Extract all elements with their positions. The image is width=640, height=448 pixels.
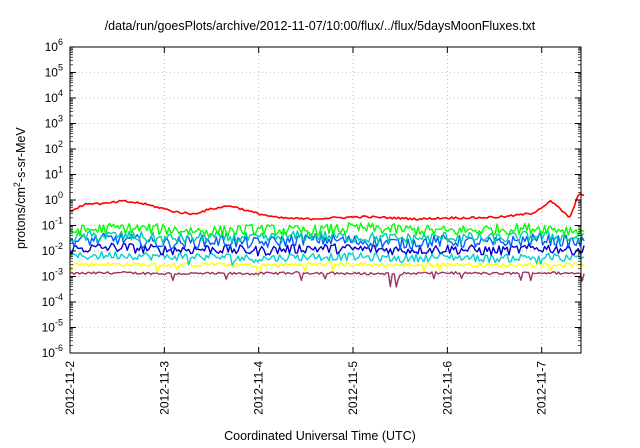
y-tick-labels: 10-6 10-5 10-4 10-3 10-2 10-1 100 101 102 103 104 1… (42, 37, 63, 360)
x-tick-label: 2012-11-5 (346, 361, 360, 415)
y-tick-label: 106 (45, 37, 63, 54)
y-tick-label: 10-5 (42, 318, 63, 335)
y-tick-label: 10-6 (42, 343, 63, 360)
y-tick-label: 105 (45, 63, 63, 80)
y-tick-label: 101 (45, 165, 63, 182)
plot-frame (69, 46, 582, 354)
flux-series-line (69, 230, 585, 245)
grid (69, 46, 581, 354)
flux-series-line (69, 261, 585, 273)
y-tick-label: 102 (45, 139, 63, 156)
y-tick-label: 10-2 (42, 241, 63, 258)
chart-title: /data/run/goesPlots/archive/2012-11-07/1… (104, 19, 536, 33)
x-tick-label: 2012-11-3 (157, 361, 171, 415)
x-tick-label: 2012-11-7 (535, 361, 549, 415)
x-axis-label: Coordinated Universal Time (UTC) (224, 429, 416, 443)
plot-border (69, 46, 582, 354)
y-tick-label: 10-1 (42, 216, 63, 233)
y-tick-label: 104 (45, 88, 63, 105)
x-tick-label: 2012-11-6 (440, 361, 454, 415)
flux-series-line (69, 271, 585, 288)
y-axis-label: protons/cm2-s-sr-MeV (11, 127, 29, 249)
flux-series-line (69, 242, 585, 257)
y-tick-label: 103 (45, 114, 63, 131)
series-group (69, 193, 585, 288)
flux-series-line (69, 222, 585, 238)
y-axis-label-wrap: protons/cm2-s-sr-MeV (10, 90, 30, 290)
x-tick-labels: 2012-11-2 2012-11-3 2012-11-4 2012-11-5 2012… (63, 361, 549, 415)
x-tick-label: 2012-11-4 (252, 361, 266, 415)
y-tick-label: 10-3 (42, 267, 63, 284)
y-tick-label: 100 (45, 190, 63, 207)
x-tick-label: 2012-11-2 (63, 361, 77, 415)
flux-series-line (69, 193, 585, 221)
y-tick-label: 10-4 (42, 292, 63, 309)
flux-series-line (69, 251, 585, 266)
